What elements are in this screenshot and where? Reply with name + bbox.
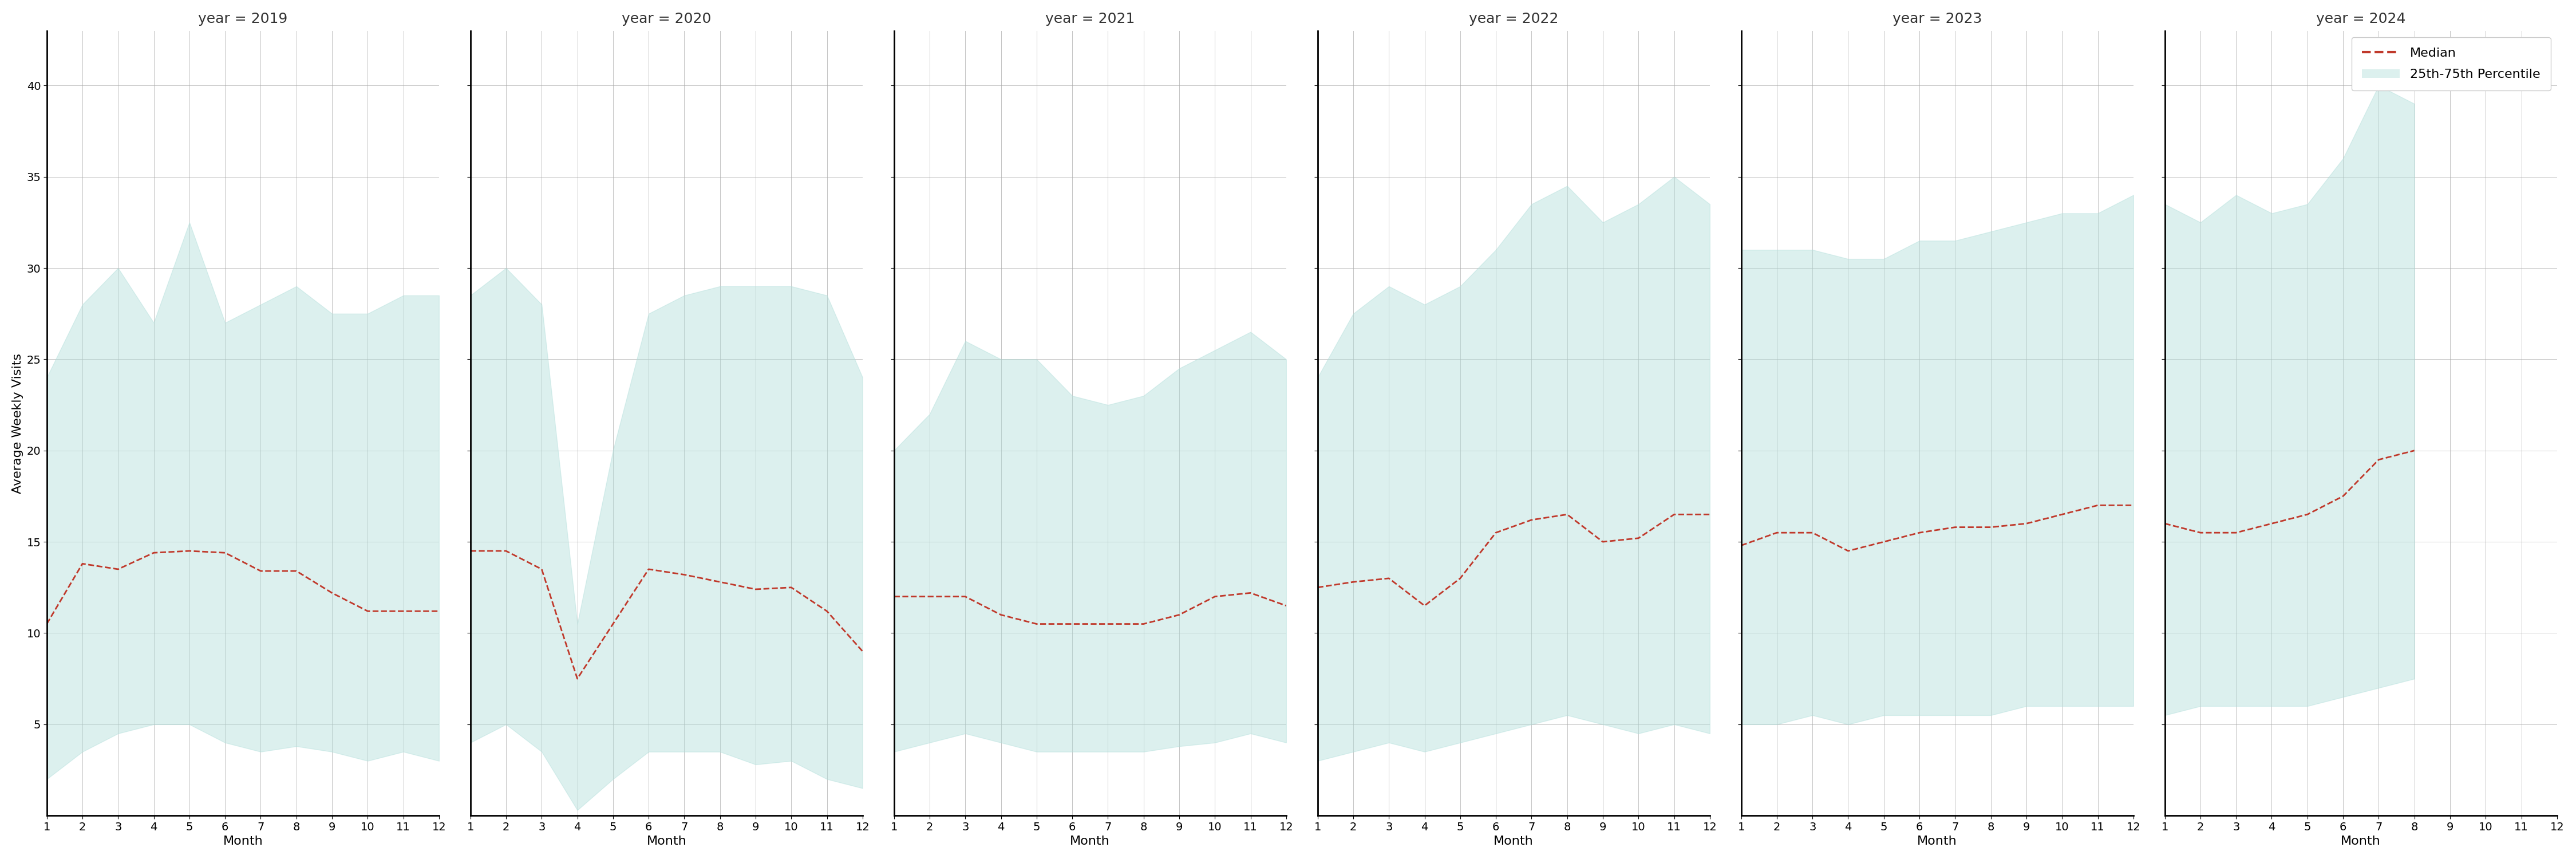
Line: Median: Median	[894, 593, 1285, 624]
Median	[987, 610, 1018, 620]
Median	[2257, 519, 2287, 529]
X-axis label: Month: Month	[224, 836, 263, 847]
X-axis label: Month: Month	[1494, 836, 1533, 847]
Median	[2045, 509, 2076, 520]
Median	[775, 582, 806, 593]
Median	[353, 606, 384, 616]
Median	[1623, 533, 1654, 543]
Median	[1373, 573, 1404, 583]
Median	[1940, 522, 1971, 533]
Median	[634, 564, 665, 575]
Median	[1659, 509, 1690, 520]
Median	[562, 673, 592, 684]
Median	[139, 547, 170, 557]
Median	[1301, 582, 1332, 593]
Median	[811, 606, 842, 616]
Median	[175, 545, 206, 556]
Median	[526, 564, 556, 575]
Median	[1234, 588, 1265, 598]
Median	[598, 618, 629, 629]
Median	[1904, 527, 1935, 538]
Title: year = 2022: year = 2022	[1468, 12, 1558, 26]
Median	[2362, 454, 2393, 465]
Median	[1726, 540, 1757, 551]
Median	[1020, 618, 1051, 629]
Median	[1481, 527, 1512, 538]
Median	[1056, 618, 1087, 629]
Median	[67, 558, 98, 569]
Median	[1128, 618, 1159, 629]
Median	[1976, 522, 2007, 533]
Median	[2148, 519, 2179, 529]
Median	[281, 566, 312, 576]
Title: year = 2019: year = 2019	[198, 12, 289, 26]
Median	[1517, 515, 1548, 525]
Median	[103, 564, 134, 575]
Median	[1551, 509, 1582, 520]
Median	[2081, 500, 2112, 510]
X-axis label: Month: Month	[1069, 836, 1110, 847]
Line: Median: Median	[471, 551, 863, 679]
Median	[914, 591, 945, 601]
Title: year = 2024: year = 2024	[2316, 12, 2406, 26]
Median	[245, 566, 276, 576]
X-axis label: Month: Month	[1917, 836, 1958, 847]
Legend: Median, 25th-75th Percentile: Median, 25th-75th Percentile	[2352, 37, 2550, 90]
X-axis label: Month: Month	[2342, 836, 2380, 847]
Median	[1270, 600, 1301, 611]
Median	[2329, 491, 2360, 502]
Median	[951, 591, 981, 601]
Y-axis label: Average Weekly Visits: Average Weekly Visits	[13, 353, 23, 493]
Median	[1832, 545, 1862, 556]
Median	[670, 570, 701, 580]
Median	[2184, 527, 2215, 538]
Median	[739, 584, 770, 594]
X-axis label: Month: Month	[647, 836, 685, 847]
Line: Median: Median	[46, 551, 438, 624]
Median	[1762, 527, 1793, 538]
Title: year = 2021: year = 2021	[1046, 12, 1136, 26]
Median	[1868, 537, 1899, 547]
Median	[1337, 576, 1368, 587]
Line: Median: Median	[1741, 505, 2133, 551]
Title: year = 2023: year = 2023	[1893, 12, 1981, 26]
Median	[389, 606, 420, 616]
Median	[878, 591, 909, 601]
Median	[2293, 509, 2324, 520]
Median	[2398, 446, 2429, 456]
Median	[848, 646, 878, 656]
Median	[2221, 527, 2251, 538]
Median	[1409, 600, 1440, 611]
Median	[2012, 519, 2043, 529]
Median	[1798, 527, 1829, 538]
Line: Median: Median	[2164, 451, 2414, 533]
Median	[2117, 500, 2148, 510]
Line: Median: Median	[1316, 515, 1710, 606]
Median	[456, 545, 487, 556]
Title: year = 2020: year = 2020	[621, 12, 711, 26]
Median	[1092, 618, 1123, 629]
Median	[1200, 591, 1231, 601]
Median	[1695, 509, 1726, 520]
Median	[422, 606, 453, 616]
Median	[31, 618, 62, 629]
Median	[209, 547, 240, 557]
Median	[1587, 537, 1618, 547]
Median	[1164, 610, 1195, 620]
Median	[1445, 573, 1476, 583]
Median	[317, 588, 348, 598]
Median	[703, 576, 734, 587]
Median	[489, 545, 520, 556]
